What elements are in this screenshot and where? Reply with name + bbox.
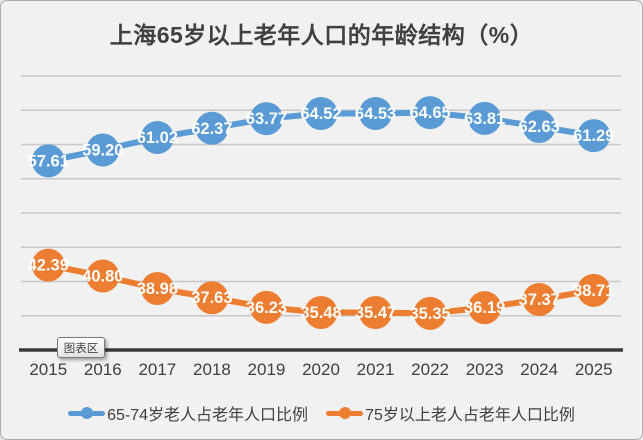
x-tick-label[interactable]: 2016 — [84, 360, 122, 379]
data-point-marker[interactable] — [577, 273, 611, 307]
data-point-label[interactable]: 63.77 — [246, 110, 287, 128]
data-point-marker[interactable] — [31, 144, 65, 178]
data-point-label[interactable]: 62.37 — [191, 120, 232, 138]
data-point-marker[interactable] — [359, 296, 393, 330]
data-point-label[interactable]: 36.19 — [464, 299, 505, 317]
data-point-marker[interactable] — [359, 96, 393, 130]
data-point-marker[interactable] — [522, 283, 556, 317]
data-point-label[interactable]: 57.61 — [28, 152, 69, 170]
data-point-label[interactable]: 61.02 — [137, 129, 178, 147]
data-point-marker[interactable] — [195, 281, 229, 315]
x-tick-label[interactable]: 2020 — [302, 360, 340, 379]
legend-line-marker-icon — [326, 407, 364, 419]
data-point-marker[interactable] — [522, 109, 556, 143]
x-tick-label[interactable]: 2015 — [29, 360, 67, 379]
x-tick-label[interactable]: 2019 — [248, 360, 286, 379]
legend-item-65-74[interactable]: 65-74岁老人占老年人口比例 — [68, 401, 308, 425]
data-point-label[interactable]: 40.80 — [82, 268, 123, 286]
chart-area-tooltip: 图表区 — [57, 337, 105, 358]
data-point-label[interactable]: 35.35 — [409, 305, 450, 323]
data-point-marker[interactable] — [195, 111, 229, 145]
data-point-label[interactable]: 35.47 — [355, 304, 396, 322]
legend-dot-icon — [338, 407, 351, 419]
x-tick-label[interactable]: 2025 — [575, 360, 613, 379]
x-tick-label[interactable]: 2022 — [411, 360, 449, 379]
data-point-marker[interactable] — [249, 290, 283, 324]
data-point-marker[interactable] — [413, 96, 447, 130]
data-point-marker[interactable] — [577, 119, 611, 153]
legend-dot-icon — [80, 407, 93, 419]
chart-title[interactable]: 上海65岁以上老年人口的年龄结构（%） — [109, 22, 534, 48]
data-point-marker[interactable] — [86, 259, 120, 293]
data-point-label[interactable]: 64.53 — [355, 105, 396, 123]
data-point-label[interactable]: 38.71 — [573, 282, 614, 300]
legend-label: 65-74岁老人占老年人口比例 — [107, 407, 309, 424]
data-point-marker[interactable] — [468, 101, 502, 135]
x-tick-label[interactable]: 2018 — [193, 360, 231, 379]
data-point-label[interactable]: 38.98 — [137, 280, 178, 298]
data-point-label[interactable]: 64.65 — [409, 104, 450, 122]
legend-line-marker-icon — [68, 407, 106, 419]
data-point-marker[interactable] — [249, 102, 283, 136]
data-point-marker[interactable] — [304, 295, 338, 329]
data-point-label[interactable]: 42.39 — [28, 257, 69, 275]
legend: 65-74岁老人占老年人口比例 75岁以上老人占老年人口比例 — [1, 401, 642, 425]
data-point-label[interactable]: 59.20 — [82, 141, 123, 159]
data-point-marker[interactable] — [468, 291, 502, 325]
data-point-marker[interactable] — [86, 133, 120, 167]
data-point-label[interactable]: 62.63 — [519, 118, 560, 136]
data-point-label[interactable]: 37.37 — [519, 291, 560, 309]
data-point-label[interactable]: 37.63 — [191, 289, 232, 307]
x-tick-label[interactable]: 2024 — [520, 360, 558, 379]
tooltip-label: 图表区 — [63, 342, 99, 355]
data-point-label[interactable]: 36.23 — [246, 299, 287, 317]
data-point-marker[interactable] — [413, 296, 447, 330]
x-tick-label[interactable]: 2021 — [357, 360, 395, 379]
data-point-label[interactable]: 64.52 — [300, 105, 341, 123]
legend-label: 75岁以上老人占老年人口比例 — [365, 407, 575, 424]
x-tick-label[interactable]: 2023 — [466, 360, 504, 379]
legend-item-75-plus[interactable]: 75岁以上老人占老年人口比例 — [326, 401, 575, 425]
data-point-label[interactable]: 61.29 — [573, 127, 614, 145]
data-point-marker[interactable] — [140, 121, 174, 155]
data-point-label[interactable]: 35.48 — [300, 304, 341, 322]
x-tick-label[interactable]: 2017 — [138, 360, 176, 379]
data-point-marker[interactable] — [31, 248, 65, 282]
data-point-marker[interactable] — [304, 97, 338, 131]
data-point-label[interactable]: 63.81 — [464, 110, 505, 128]
data-point-marker[interactable] — [140, 271, 174, 305]
